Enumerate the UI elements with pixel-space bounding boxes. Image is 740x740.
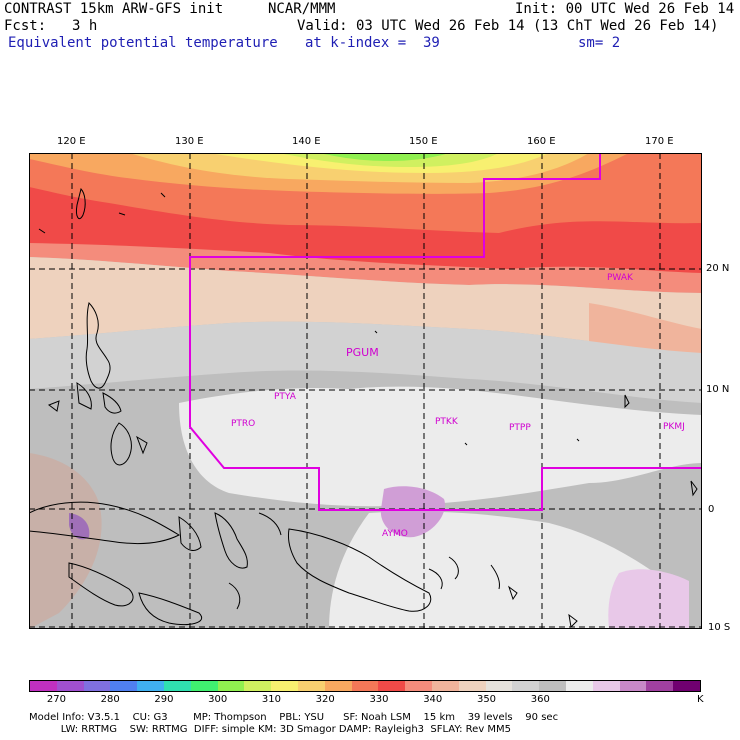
colorbar-swatch: [512, 681, 540, 691]
colorbar-swatch: [217, 681, 245, 691]
colorbar-tick-label: 350: [476, 694, 497, 705]
purple-blob-ne-png: [380, 486, 445, 538]
colorbar-swatch: [244, 681, 272, 691]
station-ptya: PTYA: [274, 392, 296, 402]
model-info-line1: Model Info: V3.5.1 CU: G3 MP: Thompson P…: [29, 712, 559, 723]
model-title: CONTRAST 15km ARW-GFS init: [4, 1, 224, 17]
colorbar: [29, 680, 701, 692]
organization: NCAR/MMM: [268, 1, 336, 17]
colorbar-swatch: [163, 681, 191, 691]
station-ptro: PTRO: [231, 419, 256, 429]
init-time: Init: 00 UTC Wed 26 Feb 14: [515, 1, 735, 17]
coastlines: [29, 188, 698, 629]
colorbar-tick-label: 330: [369, 694, 389, 705]
colorbar-swatch: [619, 681, 647, 691]
forecast-hours: 3 h: [72, 18, 98, 34]
lon-label-170: 170 E: [645, 136, 674, 147]
theta-e-map: [29, 153, 702, 629]
map-frame: [29, 153, 702, 629]
colorbar-tick-label: 320: [315, 694, 335, 705]
lat-label-10s: 10 S: [708, 622, 731, 633]
colorbar-swatch: [592, 681, 620, 691]
graticule: [29, 153, 702, 629]
colorbar-tick-label: 280: [100, 694, 120, 705]
smoothing-info: sm= 2: [578, 35, 621, 51]
land-tan-west: [29, 453, 102, 629]
colorbar-swatch: [485, 681, 513, 691]
colorbar-swatch: [646, 681, 674, 691]
lon-label-120: 120 E: [57, 136, 86, 147]
band-360-south: [329, 511, 669, 629]
colorbar-tick-label: 340: [423, 694, 443, 705]
band-350: [29, 321, 702, 403]
colorbar-tick-label: 360: [530, 694, 550, 705]
station-pkmj: PKMJ: [663, 422, 685, 432]
colorbar-swatch: [30, 681, 57, 691]
colorbar-tick-label: 290: [154, 694, 174, 705]
colorbar-swatch: [458, 681, 486, 691]
colorbar-swatch: [324, 681, 352, 691]
level-info: at k-index = 39: [305, 35, 440, 51]
colorbar-swatch: [297, 681, 325, 691]
lat-label-equator: 0: [708, 504, 715, 515]
colorbar-swatch: [137, 681, 164, 691]
station-pgum: PGUM: [346, 346, 379, 359]
field-name: Equivalent potential temperature: [8, 35, 278, 51]
colorbar-swatch: [351, 681, 379, 691]
colorbar-swatch: [110, 681, 138, 691]
nested-domain-boundary: [189, 153, 702, 511]
band-360: [179, 386, 702, 507]
colorbar-swatch: [271, 681, 298, 691]
colorbar-swatch: [56, 681, 84, 691]
colorbar-tick-label: 270: [46, 694, 66, 705]
colorbar-tick-label: 310: [261, 694, 281, 705]
lat-label-20n: 20 N: [706, 263, 730, 274]
lon-label-140: 140 E: [292, 136, 321, 147]
band-300: [319, 153, 449, 161]
valid-time: Valid: 03 UTC Wed 26 Feb 14 (13 ChT Wed …: [297, 18, 719, 34]
station-aymo: AYMO: [382, 529, 408, 539]
colorbar-swatch: [431, 681, 459, 691]
colorbar-swatch: [83, 681, 111, 691]
lon-label-150: 150 E: [409, 136, 438, 147]
colorbar-swatch: [378, 681, 406, 691]
purple-blob-west: [69, 513, 90, 540]
lon-label-160: 160 E: [527, 136, 556, 147]
colorbar-tick-label: 300: [208, 694, 228, 705]
colorbar-swatch: [539, 681, 566, 691]
forecast-label: Fcst:: [4, 18, 47, 34]
colorbar-swatch: [190, 681, 218, 691]
station-pwak: PWAK: [607, 273, 633, 283]
colorbar-swatch: [405, 681, 432, 691]
colorbar-swatch: [673, 681, 700, 691]
station-ptkk: PTKK: [435, 417, 458, 427]
station-ptpp: PTPP: [509, 423, 531, 433]
model-info-line2: LW: RRTMG SW: RRTMG DIFF: simple KM: 3D …: [29, 724, 512, 735]
colorbar-swatch: [565, 681, 593, 691]
purple-blob-east: [608, 569, 689, 629]
colorbar-unit: K: [697, 694, 704, 705]
band-345: [29, 257, 702, 353]
lon-label-130: 130 E: [175, 136, 204, 147]
lat-label-10n: 10 N: [706, 384, 730, 395]
